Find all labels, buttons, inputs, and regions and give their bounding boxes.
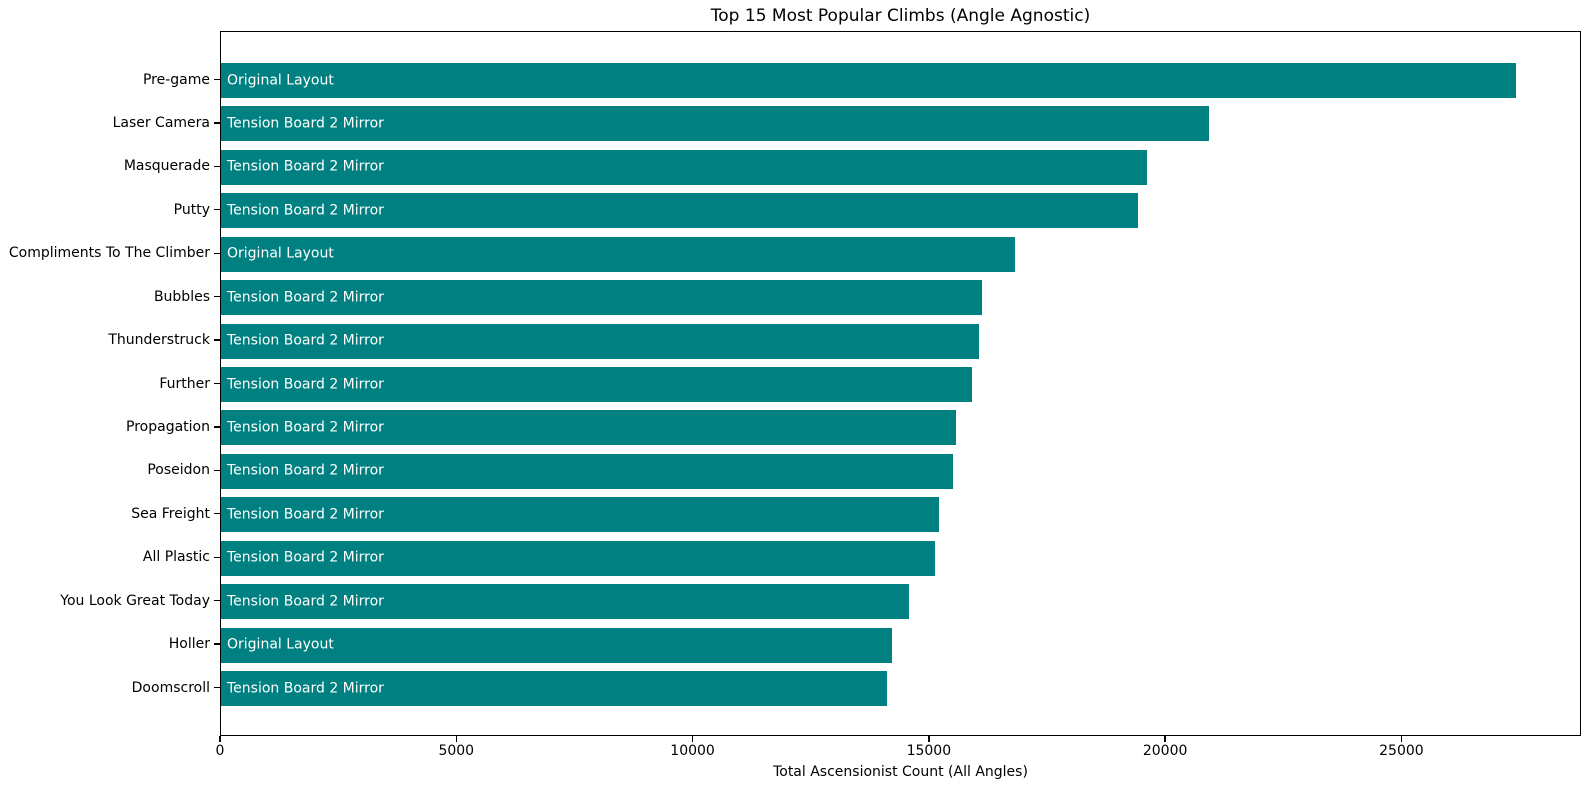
bar-annotation: Tension Board 2 Mirror xyxy=(227,593,384,610)
y-tick-mark xyxy=(214,295,220,298)
y-tick-label: Masquerade xyxy=(123,158,210,175)
y-tick-label: Putty xyxy=(173,201,210,218)
bar-annotation: Tension Board 2 Mirror xyxy=(227,463,384,480)
bar: Tension Board 2 Mirror xyxy=(221,193,1138,229)
bar: Original Layout xyxy=(221,236,1015,272)
bar: Tension Board 2 Mirror xyxy=(221,149,1148,185)
x-tick-mark xyxy=(691,736,694,742)
y-tick-mark xyxy=(214,469,220,471)
bar: Tension Board 2 Mirror xyxy=(221,323,980,359)
y-tick-label: Laser Camera xyxy=(112,114,210,131)
bar: Tension Board 2 Mirror xyxy=(221,540,935,576)
x-tick-label: 20000 xyxy=(1142,743,1188,759)
y-tick-label: Further xyxy=(159,375,210,392)
x-tick-mark xyxy=(1400,736,1403,742)
bar: Tension Board 2 Mirror xyxy=(221,497,940,533)
y-tick-label: Pre-game xyxy=(142,71,210,88)
y-tick-mark xyxy=(214,426,220,428)
x-tick-label: 0 xyxy=(215,743,225,759)
bar: Tension Board 2 Mirror xyxy=(221,453,954,489)
bar-annotation: Tension Board 2 Mirror xyxy=(227,202,384,219)
bar-annotation: Original Layout xyxy=(227,636,334,653)
y-tick-mark xyxy=(214,209,220,211)
x-axis-label: Total Ascensionist Count (All Angles) xyxy=(773,764,1028,780)
bar-annotation: Original Layout xyxy=(227,245,334,262)
bar-annotation: Original Layout xyxy=(227,72,334,89)
bar: Original Layout xyxy=(221,627,893,663)
x-tick-label: 5000 xyxy=(438,743,475,759)
x-tick-mark xyxy=(455,736,457,742)
y-tick-label: Propagation xyxy=(126,418,210,435)
bar-annotation: Tension Board 2 Mirror xyxy=(227,680,384,697)
bar-annotation: Tension Board 2 Mirror xyxy=(227,159,384,176)
bar: Tension Board 2 Mirror xyxy=(221,410,956,446)
y-tick-mark xyxy=(214,599,220,602)
y-tick-mark xyxy=(214,643,220,645)
x-tick-mark xyxy=(928,736,930,742)
bar: Tension Board 2 Mirror xyxy=(221,671,888,706)
bar-annotation: Tension Board 2 Mirror xyxy=(227,376,384,393)
y-tick-mark xyxy=(214,556,220,558)
plot-area: Original Layout Tension Board 2 Mirror Ten… xyxy=(220,31,1581,736)
bar-annotation: Tension Board 2 Mirror xyxy=(227,419,384,436)
y-tick-label: Compliments To The Climber xyxy=(8,245,210,262)
y-tick-mark xyxy=(214,339,220,341)
x-tick-mark xyxy=(219,736,221,742)
y-tick-mark xyxy=(214,165,220,167)
y-tick-mark xyxy=(214,382,220,385)
y-tick-mark xyxy=(214,686,220,689)
bar: Tension Board 2 Mirror xyxy=(221,280,982,316)
y-tick-mark xyxy=(214,513,220,515)
bar-annotation: Tension Board 2 Mirror xyxy=(227,506,384,523)
bar-annotation: Tension Board 2 Mirror xyxy=(227,115,384,132)
x-tick-label: 25000 xyxy=(1379,743,1424,759)
x-tick-label: 15000 xyxy=(906,743,952,759)
chart-title: Top 15 Most Popular Climbs (Angle Agnost… xyxy=(710,6,1091,26)
y-tick-label: Holler xyxy=(168,636,210,653)
bar: Original Layout xyxy=(221,63,1516,98)
y-tick-label: Sea Freight xyxy=(131,505,210,522)
y-tick-label: All Plastic xyxy=(142,549,210,566)
x-tick-label: 10000 xyxy=(670,743,715,759)
y-tick-label: Thunderstruck xyxy=(108,332,210,349)
bar: Tension Board 2 Mirror xyxy=(221,584,909,620)
y-tick-label: Poseidon xyxy=(147,462,210,479)
x-tick-mark xyxy=(1164,736,1166,742)
y-tick-label: Doomscroll xyxy=(131,679,210,696)
bar-annotation: Tension Board 2 Mirror xyxy=(227,289,384,306)
bar: Tension Board 2 Mirror xyxy=(221,367,973,402)
y-tick-mark xyxy=(214,122,220,124)
y-tick-mark xyxy=(214,78,220,81)
y-tick-label: You Look Great Today xyxy=(60,592,210,609)
y-tick-label: Bubbles xyxy=(153,288,210,305)
bar-annotation: Tension Board 2 Mirror xyxy=(227,332,384,349)
bar-annotation: Tension Board 2 Mirror xyxy=(227,549,384,566)
bar: Tension Board 2 Mirror xyxy=(221,106,1209,142)
y-tick-mark xyxy=(214,252,220,254)
